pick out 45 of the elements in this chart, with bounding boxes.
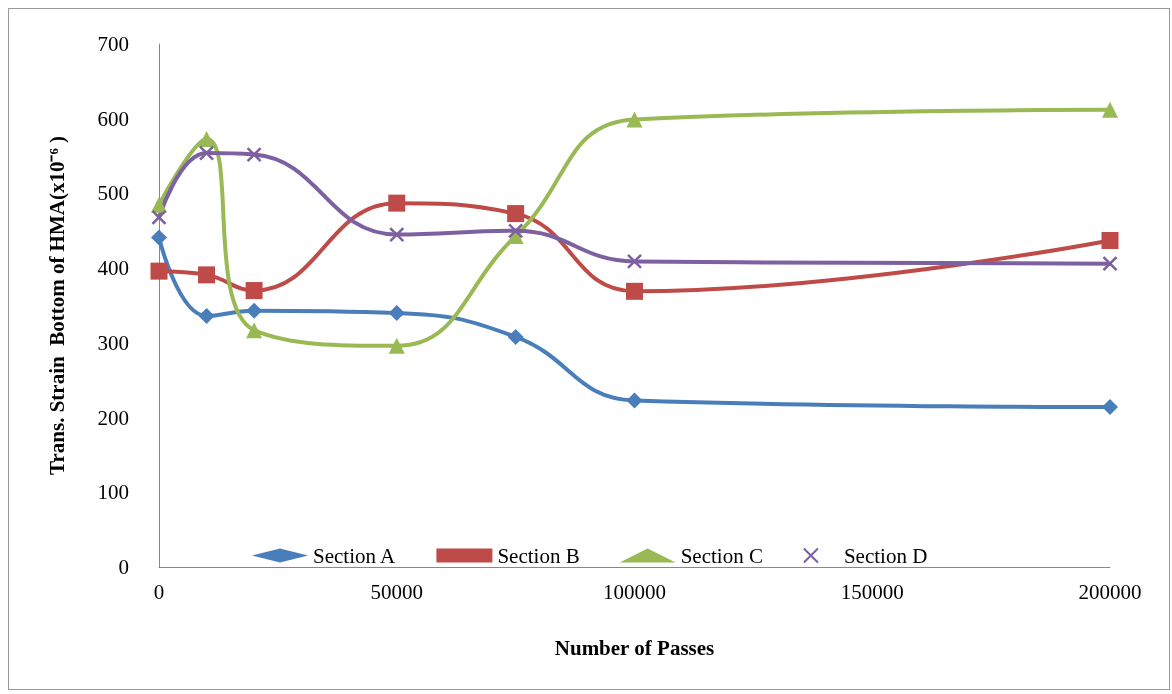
point xyxy=(150,262,168,280)
point xyxy=(1102,255,1118,272)
y-tick-label: 500 xyxy=(97,181,129,206)
y-tick-label: 400 xyxy=(97,256,129,281)
x-tick-label: 0 xyxy=(153,579,165,604)
point xyxy=(388,304,405,321)
point xyxy=(507,205,525,223)
point xyxy=(626,392,643,409)
point xyxy=(507,223,524,239)
y-tick-label: 300 xyxy=(97,330,129,355)
x-tick-label: 200000 xyxy=(1078,579,1142,604)
point xyxy=(198,145,215,161)
point xyxy=(1102,399,1118,416)
point xyxy=(1101,232,1119,249)
y-tick-label: 0 xyxy=(118,555,129,579)
point xyxy=(388,337,405,354)
x-tick-label: 150000 xyxy=(840,579,904,604)
point xyxy=(151,229,167,246)
point xyxy=(198,130,215,147)
point xyxy=(626,282,643,300)
y-axis-title: Trans. Strain Bottom of HMA(x10⁻⁶ ) xyxy=(44,136,69,475)
y-tick-label: 100 xyxy=(97,480,129,505)
y-tick-label: 600 xyxy=(97,106,129,131)
legend-label: Section D xyxy=(843,543,928,568)
legend-label: Section B xyxy=(497,543,580,568)
y-tick-label: 200 xyxy=(97,405,129,430)
point xyxy=(246,146,262,163)
point xyxy=(1102,101,1118,118)
point xyxy=(389,226,405,243)
x-tick-label: 100000 xyxy=(603,579,666,604)
y-tick-label: 700 xyxy=(97,32,129,56)
point xyxy=(626,111,643,128)
legend-label: Section A xyxy=(313,543,397,568)
point xyxy=(246,322,263,339)
point xyxy=(626,253,643,270)
point xyxy=(198,307,215,324)
point xyxy=(388,194,406,212)
point xyxy=(507,328,524,345)
x-axis-title: Number of Passes xyxy=(554,635,715,660)
point xyxy=(198,266,216,284)
point xyxy=(246,302,263,319)
point xyxy=(245,282,263,300)
x-tick-label: 50000 xyxy=(370,579,423,604)
point xyxy=(151,209,167,226)
legend-label: Section C xyxy=(680,543,763,568)
